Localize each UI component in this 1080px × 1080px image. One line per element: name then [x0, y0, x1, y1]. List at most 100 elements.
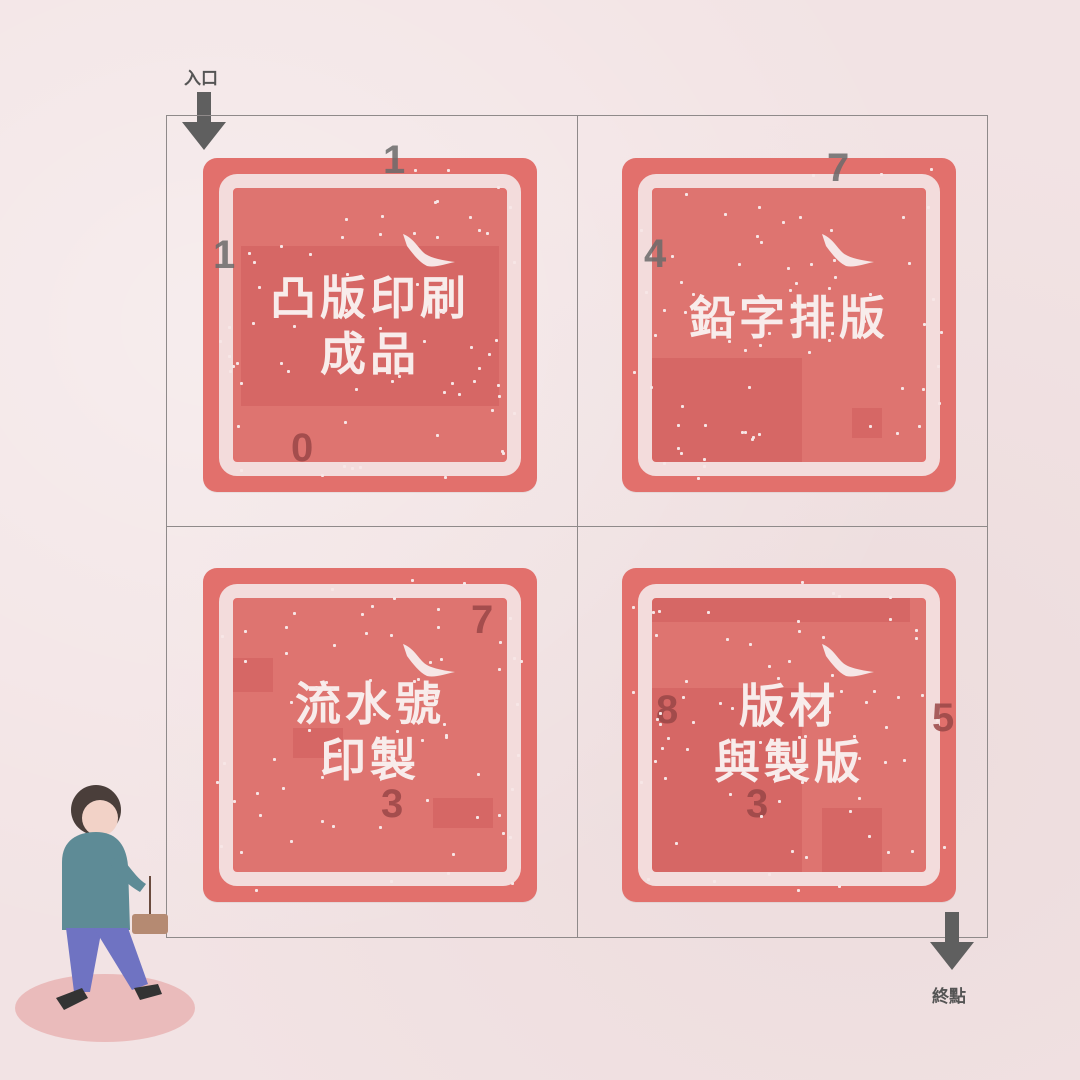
- texture-speck: [378, 232, 382, 236]
- texture-speck: [439, 657, 443, 661]
- texture-speck: [790, 849, 794, 853]
- texture-speck: [421, 738, 425, 742]
- tile-digit: 8: [656, 688, 679, 732]
- texture-speck: [308, 729, 312, 733]
- texture-speck: [444, 734, 448, 738]
- tile-digit: 3: [746, 782, 769, 826]
- texture-speck: [658, 723, 662, 727]
- texture-speck: [490, 408, 494, 412]
- texture-speck: [228, 369, 232, 373]
- texture-speck: [868, 835, 872, 839]
- tile-digit: 3: [381, 782, 404, 826]
- texture-speck: [327, 755, 331, 759]
- texture-speck: [512, 411, 516, 415]
- texture-speck: [887, 851, 891, 855]
- texture-speck: [450, 381, 454, 385]
- tile-title-line1: 鉛字排版: [689, 291, 889, 345]
- texture-speck: [726, 637, 730, 641]
- tile-frame: [638, 174, 940, 476]
- texture-speck: [805, 856, 809, 860]
- tile-inner-panel: [652, 188, 926, 462]
- texture-speck: [330, 688, 334, 692]
- texture-speck: [402, 306, 406, 310]
- texture-speck: [883, 760, 887, 764]
- texture-speck: [282, 787, 286, 791]
- texture-speck: [801, 580, 805, 584]
- texture-speck: [869, 425, 873, 429]
- texture-speck: [380, 214, 384, 218]
- texture-speck: [500, 449, 504, 453]
- entrance-label: 入口: [184, 69, 218, 89]
- tile-inner-panel: [233, 188, 507, 462]
- texture-speck: [677, 446, 681, 450]
- texture-speck: [837, 885, 841, 889]
- room-tile-lead-type-setting[interactable]: 鉛字排版 7 4: [622, 146, 956, 492]
- texture-speck: [516, 754, 520, 758]
- texture-speck: [927, 205, 931, 209]
- texture-speck: [473, 380, 477, 384]
- tile-digit: 7: [471, 598, 494, 642]
- texture-speck: [797, 630, 801, 634]
- texture-speck: [359, 466, 363, 470]
- texture-speck: [863, 320, 867, 324]
- texture-speck: [447, 871, 451, 875]
- texture-speck: [655, 718, 659, 722]
- texture-speck: [508, 836, 512, 840]
- texture-speck: [289, 701, 293, 705]
- texture-speck: [759, 344, 763, 348]
- texture-speck: [680, 281, 684, 284]
- texture-speck: [831, 673, 835, 677]
- texture-speck: [498, 814, 502, 818]
- texture-speck: [476, 773, 480, 777]
- texture-speck: [653, 334, 657, 338]
- texture-speck: [321, 776, 325, 780]
- texture-speck: [869, 293, 873, 297]
- texture-speck: [888, 595, 892, 599]
- texture-speck: [828, 339, 832, 343]
- tile-digit: 5: [932, 696, 955, 740]
- texture-speck: [799, 216, 803, 220]
- texture-speck: [314, 686, 318, 690]
- room-tile-letterpress-products[interactable]: 凸版印刷 成品 1 1 0: [203, 138, 537, 492]
- texture-speck: [885, 726, 889, 730]
- texture-speck: [378, 327, 382, 331]
- room-tile-serial-number-printing[interactable]: 流水號 印製 7 3: [203, 568, 537, 902]
- texture-speck: [852, 734, 856, 738]
- texture-speck: [427, 691, 431, 694]
- texture-speck: [936, 364, 940, 368]
- texture-speck: [279, 245, 283, 249]
- entrance-arrow-down-icon: [182, 92, 226, 150]
- texture-speck: [831, 592, 835, 596]
- texture-speck: [653, 759, 657, 763]
- texture-speck: [320, 473, 324, 477]
- texture-speck: [827, 711, 831, 715]
- texture-speck: [259, 813, 263, 817]
- texture-speck: [251, 322, 255, 326]
- texture-speck: [666, 737, 670, 741]
- texture-speck: [723, 212, 727, 216]
- texture-speck: [931, 297, 935, 301]
- texture-speck: [684, 193, 688, 197]
- texture-speck: [922, 387, 926, 391]
- texture-speck: [831, 332, 835, 336]
- texture-speck: [755, 234, 759, 238]
- texture-speck: [788, 660, 792, 664]
- texture-speck: [833, 276, 837, 280]
- texture-speck: [767, 872, 771, 876]
- texture-speck: [422, 339, 426, 343]
- texture-speck: [902, 759, 906, 763]
- texture-speck: [832, 258, 836, 262]
- texture-speck: [744, 431, 748, 435]
- texture-speck: [728, 792, 732, 796]
- texture-speck: [511, 788, 515, 792]
- room-tile-plate-making[interactable]: 版材 與製版 8 3 5: [622, 568, 956, 902]
- texture-speck: [413, 232, 417, 236]
- tile-inner-panel: [652, 598, 926, 872]
- texture-speck: [218, 339, 222, 343]
- texture-speck: [680, 451, 684, 455]
- texture-speck: [340, 235, 344, 239]
- texture-speck: [501, 831, 505, 835]
- texture-speck: [900, 387, 904, 391]
- texture-speck: [675, 842, 679, 846]
- tile-title-line1: 版材: [739, 679, 839, 733]
